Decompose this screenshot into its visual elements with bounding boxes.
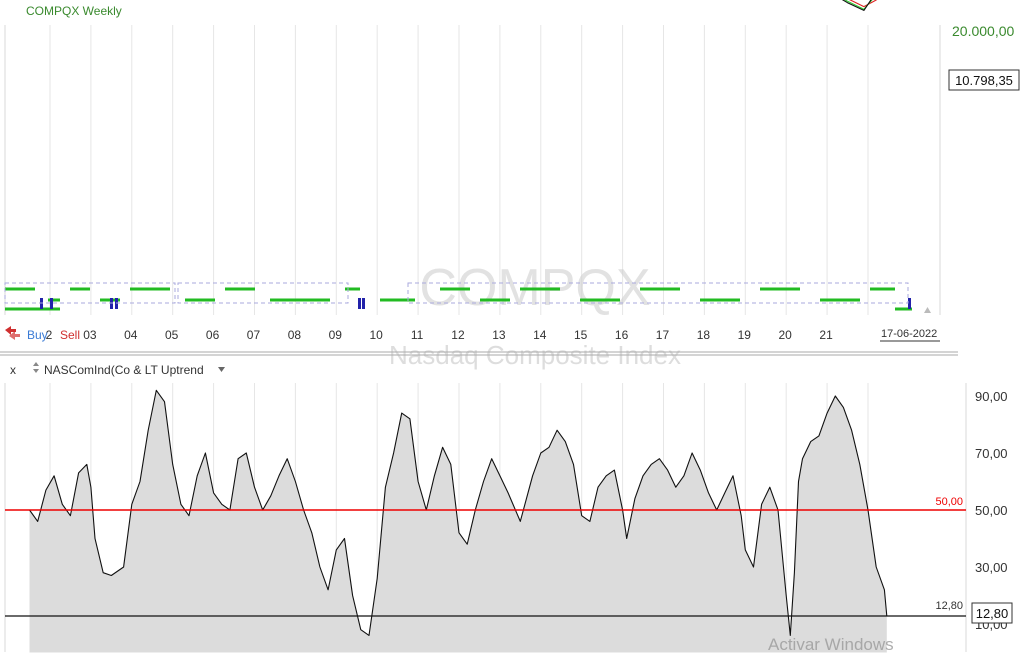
chevron-down-icon[interactable] — [218, 367, 225, 372]
last-indicator-box: 12,80 — [971, 602, 1013, 624]
x-tick-label: 19 — [738, 328, 752, 342]
x-tick-label: 04 — [124, 328, 138, 342]
close-indicator-button[interactable]: x — [10, 363, 16, 377]
signal-box — [177, 282, 349, 304]
signal-marker — [908, 298, 911, 309]
indicator-line — [29, 389, 888, 636]
indicator-area-layer — [5, 389, 966, 653]
signal-box — [4, 282, 176, 304]
x-tick-label: 21 — [819, 328, 833, 342]
x-tick-label: 18 — [697, 328, 711, 342]
indicator-tick-label: 50,00 — [975, 503, 1008, 518]
signal-marker — [358, 298, 361, 309]
buy-label[interactable]: Buy — [27, 328, 48, 342]
date-label: 17-06-2022 — [880, 328, 940, 342]
x-tick-label: 11 — [411, 328, 424, 342]
x-tick-label: 10 — [370, 328, 384, 342]
x-tick-label: 09 — [329, 328, 343, 342]
indicator-tick-label: 90,00 — [975, 389, 1008, 404]
price-axis-tick: 20.000,00 — [952, 23, 1014, 39]
price-grid — [4, 25, 941, 315]
x-tick-label: 06 — [206, 328, 220, 342]
indicator-tick-label: 30,00 — [975, 560, 1008, 575]
x-tick-label: 12 — [451, 328, 465, 342]
indicator-area-fill — [29, 390, 887, 653]
ref-line-1280-label: 12,80 — [935, 600, 963, 612]
x-tick-label: 17 — [656, 328, 670, 342]
x-tick-label: 15 — [574, 328, 588, 342]
x-tick-label: 03 — [83, 328, 97, 342]
sort-icon[interactable] — [33, 362, 39, 373]
signal-bars — [4, 282, 912, 311]
x-tick-label: 20 — [779, 328, 793, 342]
x-tick-label: 14 — [533, 328, 547, 342]
sell-label[interactable]: Sell — [60, 328, 80, 342]
signal-marker — [362, 298, 365, 309]
signal-marker — [50, 298, 53, 309]
last-indicator-value: 12,80 — [976, 606, 1009, 621]
scroll-up-icon[interactable] — [924, 307, 931, 313]
x-tick-label: 13 — [492, 328, 506, 342]
x-tick-label: 08 — [288, 328, 302, 342]
date-label-text: 17-06-2022 — [881, 328, 937, 340]
buy-sell-icon[interactable] — [5, 326, 20, 340]
chart-title: COMPQX Weekly — [26, 4, 122, 18]
signal-box — [407, 282, 909, 304]
ref-line-50-label: 50,00 — [935, 496, 963, 508]
x-tick-label: 16 — [615, 328, 629, 342]
time-axis: 2 03 04 05 06 07 08 09 10 11 12 13 14 15 16 17 18 19 20 21 — [46, 328, 833, 342]
indicator-name[interactable]: NASComInd(Co & LT Uptrend — [44, 363, 204, 377]
windows-activation-notice: Activar Windows — [768, 635, 894, 654]
x-tick-label: 07 — [247, 328, 261, 342]
x-tick-label: 05 — [165, 328, 179, 342]
indicator-tick-label: 70,00 — [975, 446, 1008, 461]
last-price-value: 10.798,35 — [955, 73, 1013, 88]
last-price-box: 10.798,35 — [948, 69, 1020, 91]
x-tick-label: 2 — [46, 328, 53, 342]
